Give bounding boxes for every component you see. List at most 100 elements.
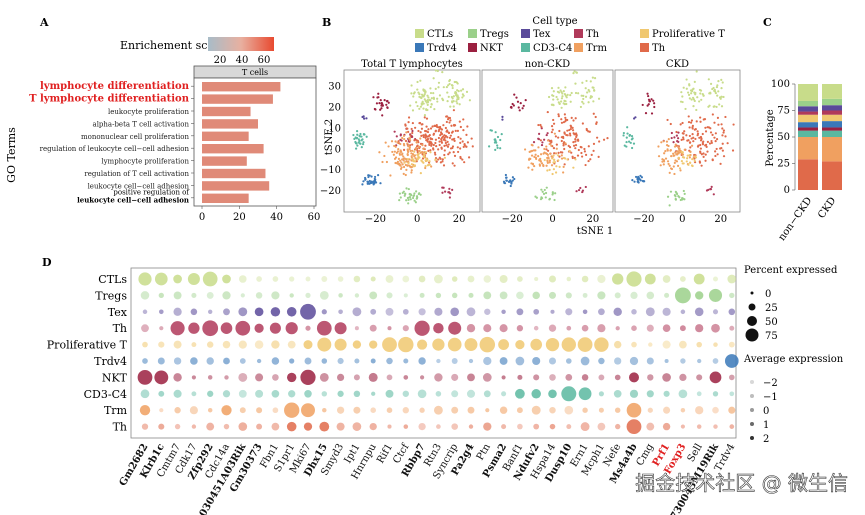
b-cell-point	[411, 135, 414, 138]
d-expression-dot	[499, 406, 508, 414]
b-cell-point	[396, 160, 400, 164]
b-cell-point	[537, 137, 540, 140]
b-legend-label: Trm	[586, 43, 607, 54]
b-cell-point	[422, 161, 425, 164]
b-cell-point	[422, 155, 425, 159]
b-cell-point	[416, 153, 419, 156]
b-cell-point	[354, 141, 357, 145]
d-expression-dot	[321, 276, 328, 282]
b-cell-point	[430, 144, 433, 147]
b-cell-point	[407, 145, 410, 148]
b-cell-point	[429, 127, 433, 130]
b-cell-point	[409, 144, 412, 147]
d-expression-dot	[385, 275, 394, 283]
d-expression-dot	[337, 373, 345, 381]
b-cell-point	[418, 121, 422, 125]
b-cell-point	[581, 81, 584, 84]
d-expression-dot	[141, 423, 149, 430]
b-cell-point	[528, 150, 531, 153]
d-expression-dot	[517, 374, 523, 380]
b-cell-point	[363, 117, 366, 120]
b-cell-point	[573, 70, 576, 73]
b-legend-swatch	[468, 29, 477, 38]
b-cell-point	[463, 143, 466, 146]
b-cell-point	[432, 143, 435, 147]
d-expression-dot	[468, 424, 474, 429]
b-cell-point	[582, 97, 585, 101]
d-expression-dot	[271, 389, 280, 398]
b-cell-point	[557, 86, 560, 89]
d-expression-dot	[447, 337, 462, 352]
c-bar-segment	[822, 105, 842, 111]
b-cell-point	[688, 134, 691, 138]
d-expression-dot	[728, 406, 736, 414]
d-expression-dot	[578, 387, 592, 401]
b-cell-point	[696, 134, 699, 137]
b-cell-point	[355, 136, 359, 140]
b-cell-point	[664, 157, 668, 160]
b-cell-point	[447, 153, 450, 156]
d-expression-dot	[647, 407, 653, 413]
d-expression-dot	[370, 358, 376, 364]
b-cell-point	[674, 159, 677, 162]
b-ytick-label: −10	[320, 165, 341, 176]
b-cell-point	[553, 152, 556, 155]
b-cell-point	[385, 103, 388, 106]
b-cell-point	[553, 132, 556, 135]
b-cell-point	[454, 129, 457, 132]
b-cell-point	[716, 84, 719, 87]
b-cell-point	[441, 135, 445, 138]
b-cell-point	[551, 94, 554, 97]
b-cell-point	[530, 149, 534, 153]
b-cell-point	[372, 181, 375, 184]
b-cell-point	[358, 134, 361, 138]
b-cell-point	[494, 140, 497, 143]
b-cell-point	[716, 94, 719, 97]
b-cell-point	[424, 144, 427, 147]
b-cell-point	[540, 197, 544, 200]
b-cell-point	[429, 99, 432, 102]
b-cell-point	[402, 190, 405, 193]
b-cell-point	[440, 138, 443, 141]
b-cell-point	[448, 116, 452, 120]
d-expression-dot	[417, 389, 427, 399]
watermark-text: 掘金技术社区 @ 微生信	[635, 471, 848, 495]
b-cell-point	[446, 100, 449, 103]
b-cell-point	[397, 148, 400, 151]
b-cell-point	[659, 164, 662, 167]
d-expression-dot	[207, 375, 213, 380]
d-size-legend-title-line1: Percent expressed	[744, 265, 838, 276]
d-expression-dot	[549, 423, 556, 430]
b-cell-point	[355, 129, 359, 133]
b-cell-point	[438, 143, 441, 147]
d-expression-dot	[516, 291, 524, 300]
b-cell-point	[714, 154, 717, 158]
b-cell-point	[688, 161, 692, 164]
d-expression-dot	[674, 287, 691, 304]
b-cell-point	[585, 127, 588, 131]
d-expression-dot	[269, 322, 281, 334]
b-cell-point	[400, 139, 403, 142]
b-cell-point	[560, 154, 563, 157]
b-cell-point	[579, 145, 582, 149]
b-cell-point	[385, 160, 389, 164]
d-expression-dot	[238, 372, 248, 382]
b-cell-point	[378, 151, 381, 154]
d-expression-dot	[285, 322, 298, 335]
c-bar-segment	[822, 127, 842, 131]
b-cell-point	[446, 136, 449, 139]
b-cell-point	[711, 113, 714, 116]
b-cell-point	[415, 141, 418, 144]
d-expression-dot	[305, 325, 311, 331]
c-bar-segment	[798, 106, 818, 112]
b-cell-point	[489, 129, 492, 132]
b-cell-point	[394, 156, 398, 159]
b-cell-point	[381, 114, 384, 117]
b-cell-point	[420, 102, 423, 105]
b-cell-point	[445, 120, 448, 124]
b-cell-point	[406, 157, 410, 161]
b-cell-point	[424, 159, 427, 162]
d-expression-dot	[173, 274, 182, 284]
d-expression-dot	[255, 373, 264, 382]
